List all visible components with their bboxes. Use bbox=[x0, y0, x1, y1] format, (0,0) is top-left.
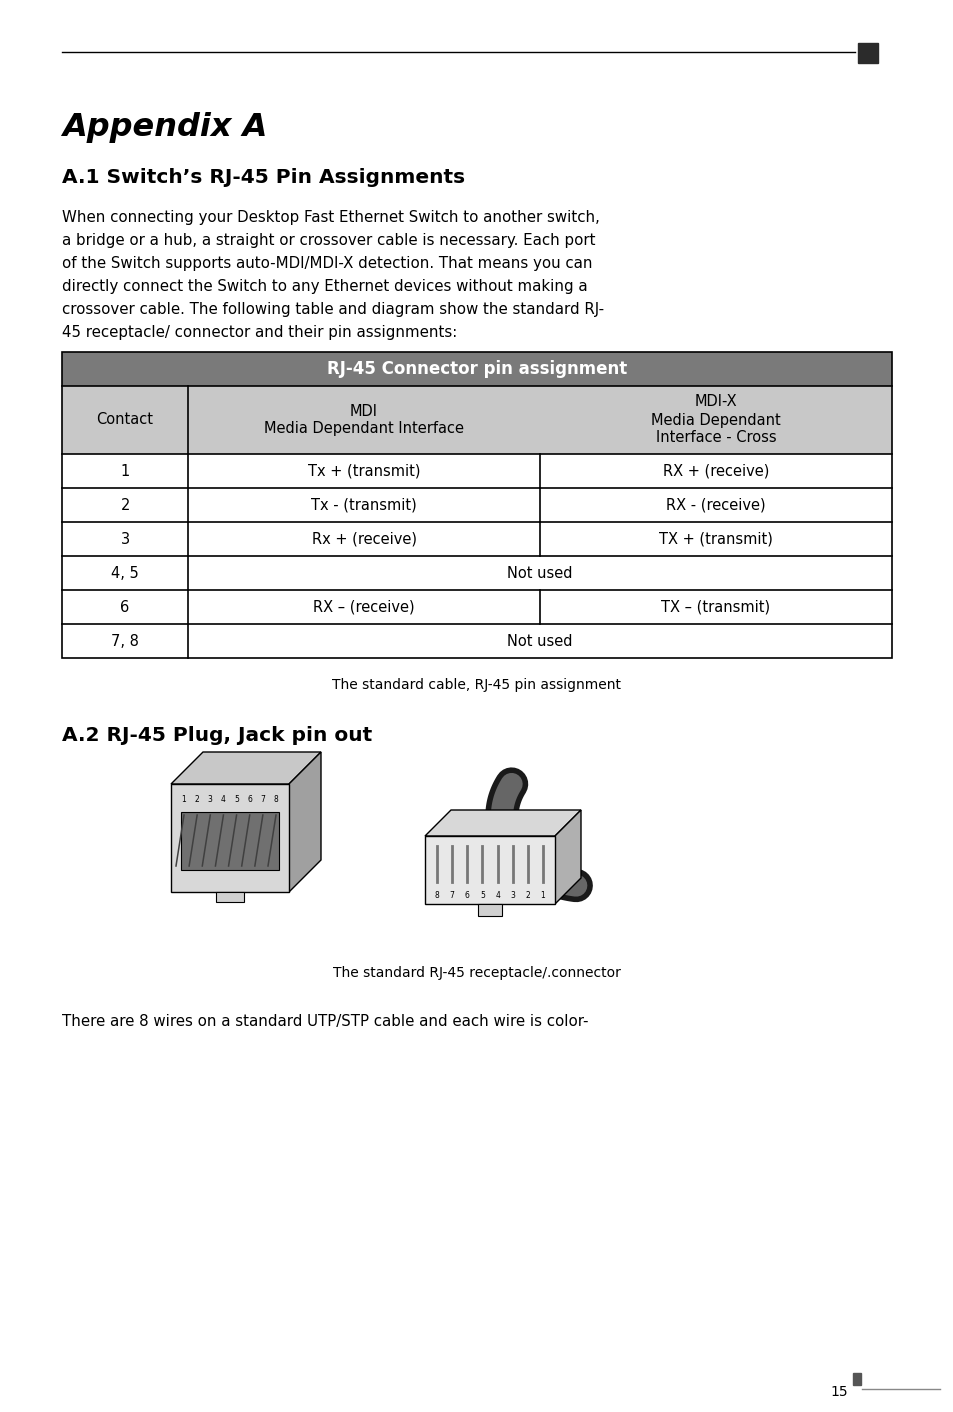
Text: TX – (transmit): TX – (transmit) bbox=[660, 600, 770, 614]
Bar bbox=[62, 590, 891, 624]
Bar bbox=[424, 836, 555, 904]
Text: Media Dependant: Media Dependant bbox=[651, 412, 781, 428]
Text: 1: 1 bbox=[181, 795, 186, 805]
Text: RJ-45 Connector pin assignment: RJ-45 Connector pin assignment bbox=[327, 360, 626, 378]
Bar bbox=[62, 352, 891, 658]
Text: 4: 4 bbox=[221, 795, 226, 805]
Text: 5: 5 bbox=[479, 891, 484, 899]
Text: 6: 6 bbox=[247, 795, 252, 805]
Text: crossover cable. The following table and diagram show the standard RJ-: crossover cable. The following table and… bbox=[62, 302, 603, 318]
Text: A.2 RJ-45 Plug, Jack pin out: A.2 RJ-45 Plug, Jack pin out bbox=[62, 726, 372, 746]
Text: Not used: Not used bbox=[507, 565, 572, 580]
Bar bbox=[62, 385, 891, 455]
Text: 1: 1 bbox=[120, 463, 130, 479]
Bar bbox=[181, 812, 278, 870]
Text: Rx + (receive): Rx + (receive) bbox=[312, 531, 416, 546]
Text: 2: 2 bbox=[120, 497, 130, 513]
Text: 5: 5 bbox=[233, 795, 239, 805]
Bar bbox=[62, 624, 891, 658]
Bar bbox=[852, 1372, 861, 1385]
Text: TX + (transmit): TX + (transmit) bbox=[659, 531, 772, 546]
Text: 3: 3 bbox=[208, 795, 213, 805]
Text: Tx - (transmit): Tx - (transmit) bbox=[311, 497, 416, 513]
Bar bbox=[62, 556, 891, 590]
Text: 8: 8 bbox=[274, 795, 278, 805]
Text: 15: 15 bbox=[829, 1385, 847, 1399]
Text: 4, 5: 4, 5 bbox=[112, 565, 139, 580]
Text: 7, 8: 7, 8 bbox=[112, 634, 139, 648]
Text: 3: 3 bbox=[120, 531, 130, 546]
Text: Tx + (transmit): Tx + (transmit) bbox=[308, 463, 420, 479]
Bar bbox=[171, 784, 289, 892]
Text: directly connect the Switch to any Ethernet devices without making a: directly connect the Switch to any Ether… bbox=[62, 280, 587, 294]
Text: RX – (receive): RX – (receive) bbox=[313, 600, 415, 614]
Text: RX - (receive): RX - (receive) bbox=[665, 497, 765, 513]
Text: 3: 3 bbox=[510, 891, 515, 899]
Text: Not used: Not used bbox=[507, 634, 572, 648]
Text: 2: 2 bbox=[525, 891, 530, 899]
Text: a bridge or a hub, a straight or crossover cable is necessary. Each port: a bridge or a hub, a straight or crossov… bbox=[62, 233, 595, 249]
Polygon shape bbox=[555, 810, 580, 904]
Text: 6: 6 bbox=[120, 600, 130, 614]
Bar bbox=[857, 42, 877, 64]
Text: The standard cable, RJ-45 pin assignment: The standard cable, RJ-45 pin assignment bbox=[333, 678, 620, 692]
Text: 1: 1 bbox=[540, 891, 545, 899]
Bar bbox=[215, 892, 244, 902]
Text: 2: 2 bbox=[194, 795, 199, 805]
Text: 7: 7 bbox=[449, 891, 454, 899]
Text: RX + (receive): RX + (receive) bbox=[662, 463, 768, 479]
Text: of the Switch supports auto-MDI/MDI-X detection. That means you can: of the Switch supports auto-MDI/MDI-X de… bbox=[62, 256, 592, 271]
Text: 45 receptacle/ connector and their pin assignments:: 45 receptacle/ connector and their pin a… bbox=[62, 325, 456, 340]
Text: Appendix A: Appendix A bbox=[62, 112, 267, 143]
Text: 7: 7 bbox=[260, 795, 265, 805]
Text: Interface - Cross: Interface - Cross bbox=[655, 431, 776, 446]
Text: Media Dependant Interface: Media Dependant Interface bbox=[264, 422, 463, 436]
Text: The standard RJ-45 receptacle/.connector: The standard RJ-45 receptacle/.connector bbox=[333, 966, 620, 980]
Text: 6: 6 bbox=[464, 891, 469, 899]
Text: 8: 8 bbox=[435, 891, 439, 899]
Bar bbox=[62, 522, 891, 556]
Polygon shape bbox=[171, 753, 320, 784]
Polygon shape bbox=[424, 810, 580, 836]
Text: 4: 4 bbox=[495, 891, 499, 899]
Text: MDI-X: MDI-X bbox=[694, 394, 737, 409]
Polygon shape bbox=[289, 753, 320, 892]
Bar bbox=[477, 904, 501, 916]
Text: A.1 Switch’s RJ-45 Pin Assignments: A.1 Switch’s RJ-45 Pin Assignments bbox=[62, 168, 465, 186]
Text: Contact: Contact bbox=[96, 412, 153, 428]
Bar bbox=[62, 352, 891, 385]
Bar bbox=[62, 489, 891, 522]
Bar bbox=[62, 455, 891, 489]
Text: When connecting your Desktop Fast Ethernet Switch to another switch,: When connecting your Desktop Fast Ethern… bbox=[62, 210, 599, 225]
Text: MDI: MDI bbox=[350, 404, 377, 418]
Text: There are 8 wires on a standard UTP/STP cable and each wire is color-: There are 8 wires on a standard UTP/STP … bbox=[62, 1014, 588, 1029]
